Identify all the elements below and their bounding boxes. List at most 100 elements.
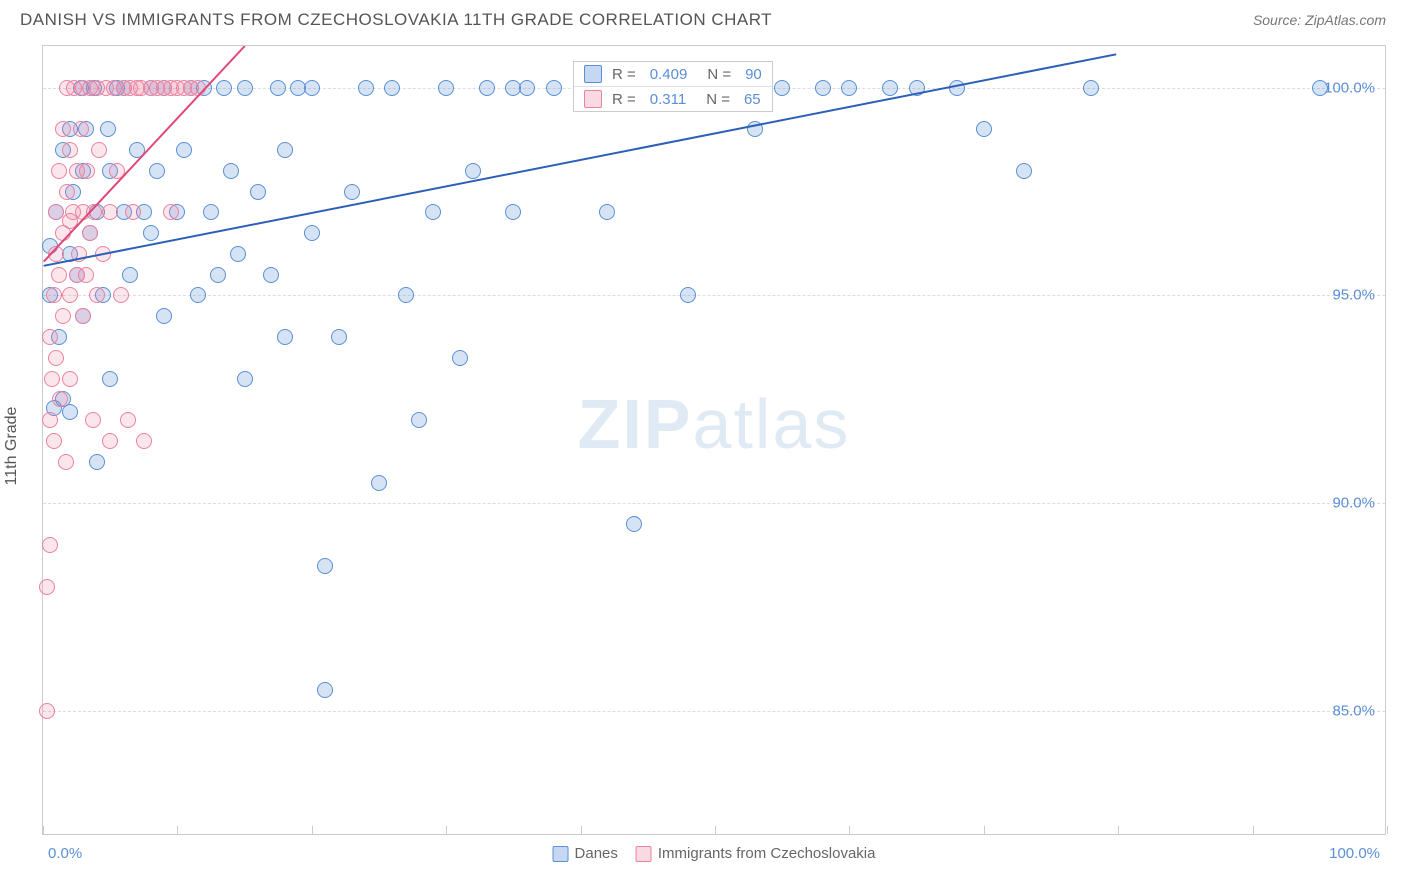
scatter-point: [109, 163, 125, 179]
legend-swatch-pink: [636, 846, 652, 862]
scatter-point: [546, 80, 562, 96]
scatter-point: [95, 246, 111, 262]
legend-swatch-blue: [553, 846, 569, 862]
scatter-point: [62, 371, 78, 387]
legend-row-series1: R = 0.409 N = 90: [574, 62, 772, 86]
scatter-point: [230, 246, 246, 262]
y-axis-label: 11th Grade: [3, 407, 21, 486]
x-tick-mark: [1253, 826, 1254, 834]
scatter-point: [71, 246, 87, 262]
scatter-point: [100, 121, 116, 137]
x-tick-min: 0.0%: [48, 845, 82, 862]
x-tick-mark: [446, 826, 447, 834]
scatter-point: [304, 80, 320, 96]
scatter-point: [102, 433, 118, 449]
legend-n-value-2: 65: [744, 91, 761, 108]
scatter-point: [129, 142, 145, 158]
source-attribution: Source: ZipAtlas.com: [1253, 12, 1386, 28]
scatter-point: [136, 433, 152, 449]
scatter-point: [86, 204, 102, 220]
watermark-light: atlas: [693, 385, 851, 463]
x-tick-mark: [1118, 826, 1119, 834]
scatter-point: [120, 412, 136, 428]
scatter-point: [250, 184, 266, 200]
legend-n-value-1: 90: [745, 66, 762, 83]
x-tick-mark: [581, 826, 582, 834]
y-tick-label: 85.0%: [1332, 703, 1375, 720]
scatter-point: [102, 204, 118, 220]
scatter-point: [358, 80, 374, 96]
scatter-point: [1312, 80, 1328, 96]
x-tick-mark: [984, 826, 985, 834]
scatter-point: [438, 80, 454, 96]
scatter-point: [89, 287, 105, 303]
scatter-point: [277, 142, 293, 158]
chart-title: DANISH VS IMMIGRANTS FROM CZECHOSLOVAKIA…: [20, 10, 772, 30]
x-tick-mark: [177, 826, 178, 834]
scatter-point: [51, 163, 67, 179]
scatter-point: [815, 80, 831, 96]
watermark: ZIPatlas: [578, 384, 851, 464]
scatter-point: [237, 371, 253, 387]
scatter-point: [465, 163, 481, 179]
chart-plot-area: ZIPatlas 85.0%90.0%95.0%100.0% R = 0.409…: [42, 45, 1386, 835]
legend-swatch-blue: [584, 65, 602, 83]
correlation-legend: R = 0.409 N = 90 R = 0.311 N = 65: [573, 61, 773, 112]
scatter-point: [411, 412, 427, 428]
x-tick-mark: [1387, 826, 1388, 834]
scatter-point: [62, 142, 78, 158]
legend-r-value-1: 0.409: [650, 66, 688, 83]
scatter-point: [505, 204, 521, 220]
legend-row-series2: R = 0.311 N = 65: [574, 86, 772, 111]
scatter-point: [149, 163, 165, 179]
watermark-bold: ZIP: [578, 385, 693, 463]
bottom-legend: Danes Immigrants from Czechoslovakia: [553, 845, 876, 862]
scatter-point: [626, 516, 642, 532]
scatter-point: [841, 80, 857, 96]
source-prefix: Source:: [1253, 12, 1305, 28]
scatter-point: [1016, 163, 1032, 179]
scatter-point: [58, 454, 74, 470]
series2-name: Immigrants from Czechoslovakia: [658, 845, 876, 862]
scatter-point: [42, 537, 58, 553]
scatter-point: [44, 371, 60, 387]
scatter-point: [976, 121, 992, 137]
source-name: ZipAtlas.com: [1305, 12, 1386, 28]
legend-n-label: N =: [706, 91, 730, 108]
title-bar: DANISH VS IMMIGRANTS FROM CZECHOSLOVAKIA…: [0, 0, 1406, 35]
scatter-point: [156, 308, 172, 324]
scatter-point: [51, 267, 67, 283]
scatter-point: [425, 204, 441, 220]
scatter-point: [1083, 80, 1099, 96]
y-tick-label: 90.0%: [1332, 495, 1375, 512]
scatter-point: [75, 308, 91, 324]
legend-r-label: R =: [612, 91, 636, 108]
scatter-point: [223, 163, 239, 179]
scatter-point: [78, 267, 94, 283]
gridline: [43, 295, 1385, 296]
y-tick-label: 95.0%: [1332, 287, 1375, 304]
scatter-point: [163, 204, 179, 220]
scatter-point: [62, 287, 78, 303]
scatter-point: [73, 121, 89, 137]
scatter-point: [113, 287, 129, 303]
scatter-point: [59, 184, 75, 200]
scatter-point: [46, 287, 62, 303]
legend-r-value-2: 0.311: [650, 91, 686, 108]
scatter-point: [39, 703, 55, 719]
series1-name: Danes: [575, 845, 618, 862]
bottom-legend-item-2: Immigrants from Czechoslovakia: [636, 845, 876, 862]
scatter-point: [263, 267, 279, 283]
gridline: [43, 711, 1385, 712]
scatter-point: [317, 682, 333, 698]
scatter-point: [52, 391, 68, 407]
scatter-point: [39, 579, 55, 595]
scatter-point: [210, 267, 226, 283]
scatter-point: [85, 412, 101, 428]
scatter-point: [42, 412, 58, 428]
scatter-point: [909, 80, 925, 96]
scatter-point: [317, 558, 333, 574]
bottom-legend-item-1: Danes: [553, 845, 618, 862]
scatter-point: [774, 80, 790, 96]
scatter-point: [46, 433, 62, 449]
